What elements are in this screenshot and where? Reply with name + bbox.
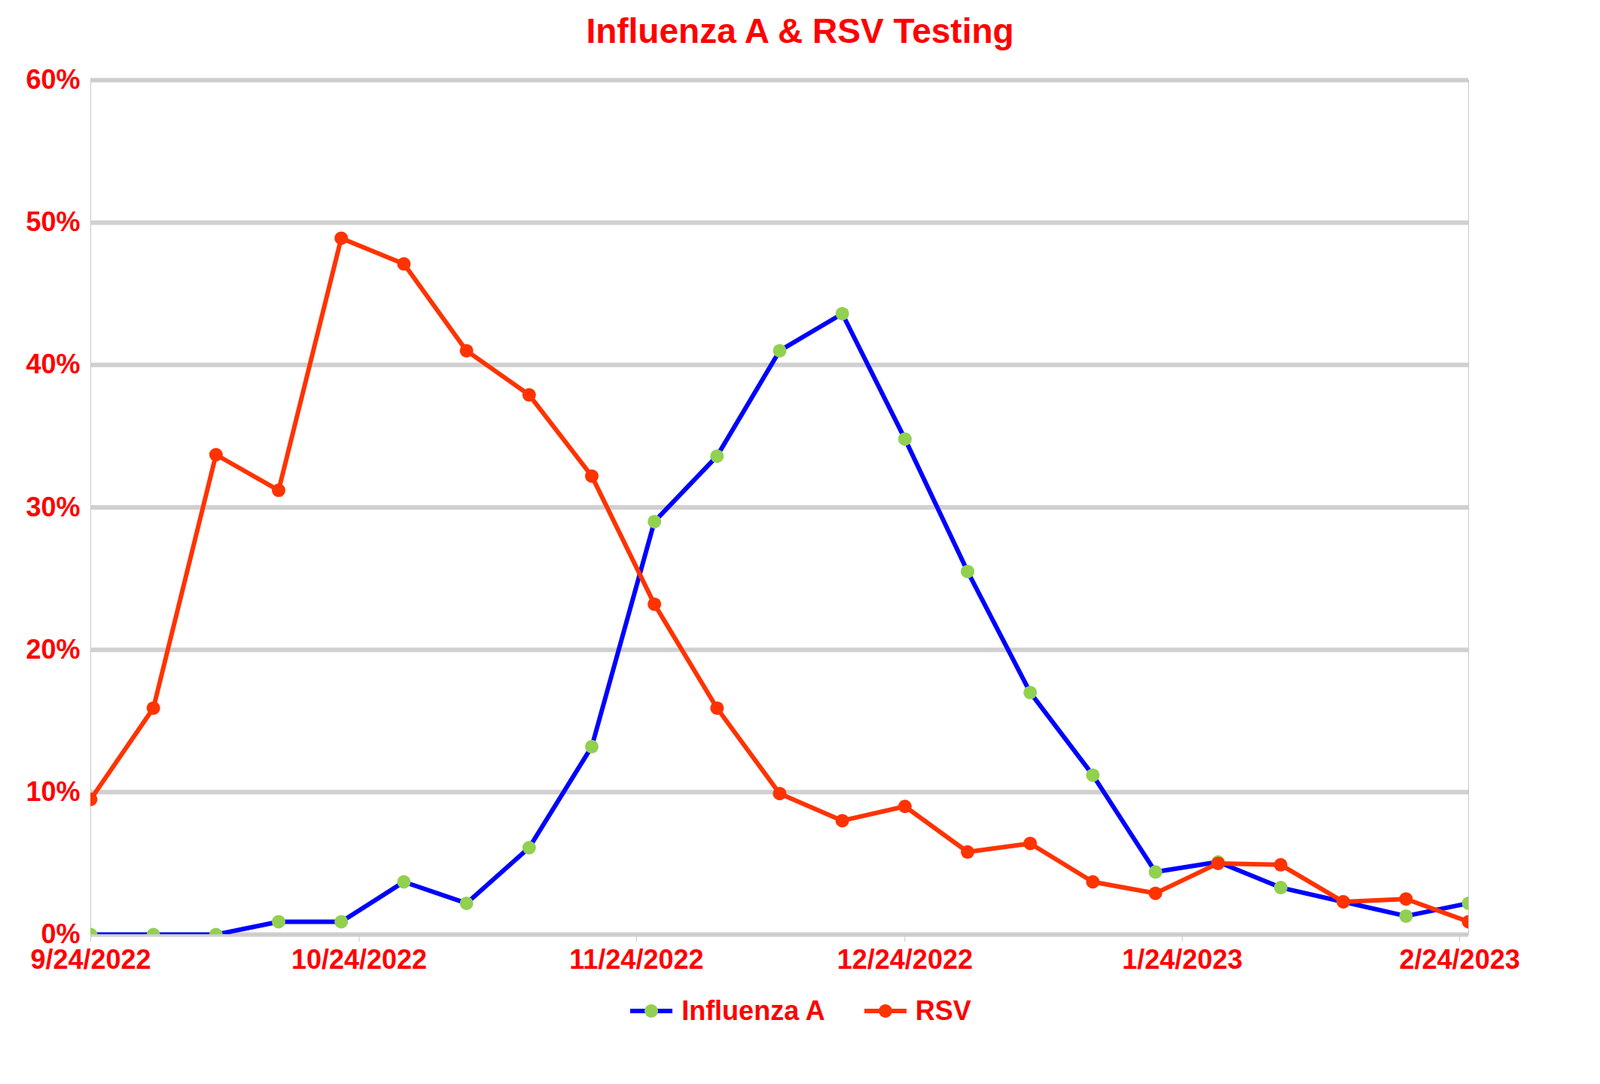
svg-text:10%: 10% bbox=[25, 776, 80, 808]
svg-text:40%: 40% bbox=[25, 348, 80, 380]
svg-text:60%: 60% bbox=[25, 64, 80, 95]
svg-text:30%: 30% bbox=[25, 491, 80, 523]
html-text:Influenza A & RSV Testing: Influenza A & RSV Testing bbox=[586, 11, 1014, 51]
svg-text:50%: 50% bbox=[25, 206, 80, 238]
svg-text:12/24/2022: 12/24/2022 bbox=[837, 944, 973, 976]
html-text:RSV: RSV bbox=[915, 995, 972, 1027]
svg-text:0%: 0% bbox=[40, 918, 80, 950]
svg-text:10/24/2022: 10/24/2022 bbox=[291, 944, 427, 976]
svg-text:11/24/2022: 11/24/2022 bbox=[569, 944, 704, 976]
svg-text:2/24/2023: 2/24/2023 bbox=[1399, 944, 1521, 976]
svg-text:20%: 20% bbox=[25, 633, 80, 665]
html-text:Influenza A: Influenza A bbox=[681, 995, 826, 1027]
svg-text:9/24/2022: 9/24/2022 bbox=[30, 944, 152, 976]
svg-text:1/24/2023: 1/24/2023 bbox=[1121, 944, 1243, 976]
